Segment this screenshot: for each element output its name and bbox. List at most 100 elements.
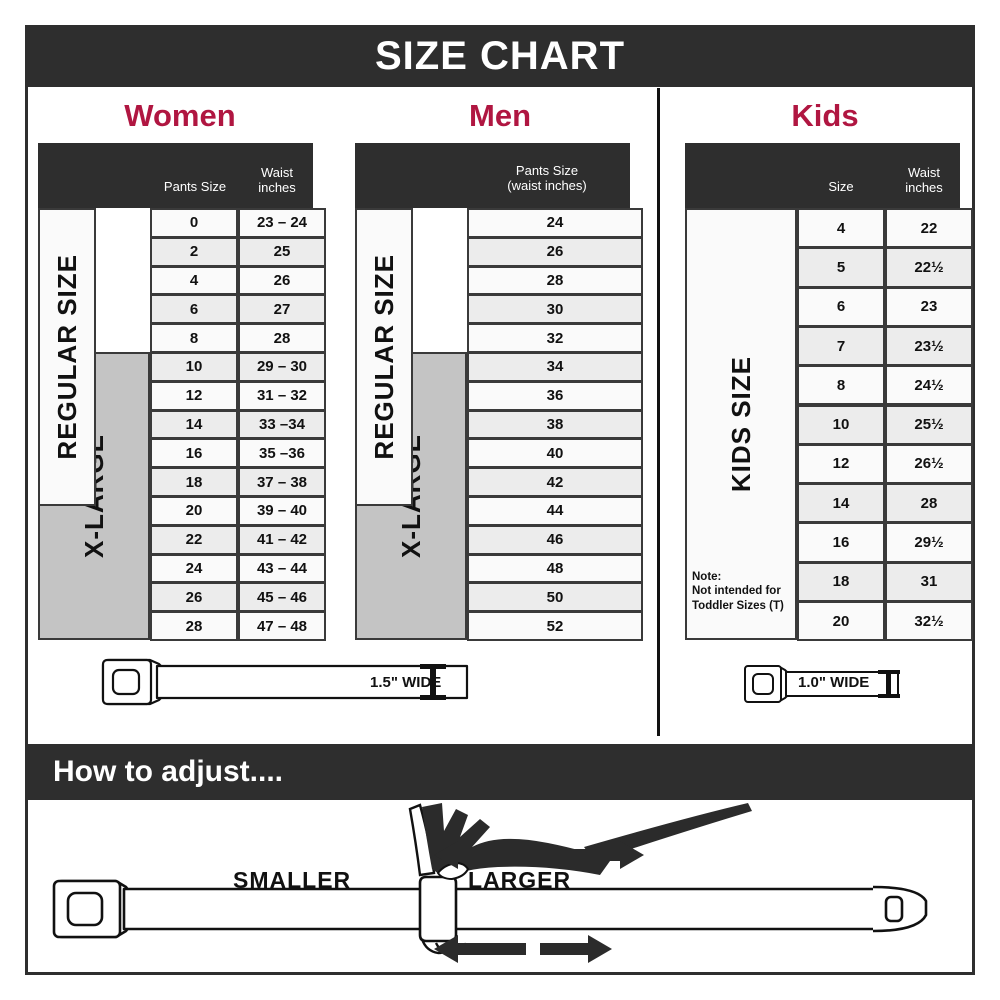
kids-cell-waist: 32½ (885, 601, 973, 642)
kids-col-header-size: Size (828, 179, 854, 194)
women-cell-size: 6 (150, 294, 238, 325)
men-cell-size: 24 (467, 208, 643, 238)
larger-label: LARGER (468, 867, 572, 893)
kids-size-text: KIDS SIZE (725, 356, 756, 493)
men-cell-size: 44 (467, 496, 643, 526)
kids-cell-size: 12 (797, 443, 885, 485)
kids-cell-size: 10 (797, 404, 885, 445)
men-regular-size-text: REGULAR SIZE (368, 254, 399, 460)
women-cell-waist: 27 (238, 294, 326, 325)
adjust-belt-svg (52, 803, 928, 963)
women-table-header (38, 143, 313, 208)
women-cell-size: 2 (150, 236, 238, 267)
kids-size-label: KIDS SIZE (685, 208, 797, 641)
men-cell-size: 40 (467, 438, 643, 469)
men-cell-size: 26 (467, 236, 643, 267)
section-heading-kids: Kids (791, 98, 859, 133)
kids-cell-waist: 28 (885, 483, 973, 524)
women-cell-waist: 33 –34 (238, 409, 326, 440)
women-cell-size: 24 (150, 553, 238, 584)
kids-cell-size: 6 (797, 286, 885, 327)
women-cell-size: 12 (150, 380, 238, 411)
men-cell-size: 28 (467, 265, 643, 296)
women-cell-waist: 37 – 38 (238, 467, 326, 497)
women-col-header-waist: Waist inches (258, 165, 296, 195)
men-cell-size: 38 (467, 409, 643, 440)
width-caliper-icon (878, 670, 900, 698)
kids-belt-diagram: 1.0" WIDE (738, 660, 928, 713)
women-cell-waist: 23 – 24 (238, 208, 326, 238)
adjust-illustration: SMALLER LARGER (28, 803, 972, 972)
women-cell-size: 26 (150, 582, 238, 613)
kids-cell-waist: 24½ (885, 365, 973, 406)
kids-cell-size: 16 (797, 522, 885, 563)
kids-cell-size: 20 (797, 601, 885, 642)
arrow-right-top-icon (572, 841, 644, 869)
women-cell-waist: 43 – 44 (238, 553, 326, 584)
women-cell-waist: 45 – 46 (238, 582, 326, 613)
women-cell-waist: 31 – 32 (238, 380, 326, 411)
kids-cell-size: 18 (797, 561, 885, 602)
kids-cell-waist: 23 (885, 286, 973, 327)
women-cell-size: 8 (150, 323, 238, 353)
arrow-right-bottom-icon (540, 935, 612, 963)
kids-cell-waist: 23½ (885, 325, 973, 367)
arrow-left-bottom-icon (434, 935, 526, 963)
kids-cell-size: 5 (797, 247, 885, 288)
women-regular-size-label: REGULAR SIZE (38, 208, 96, 507)
women-cell-size: 14 (150, 409, 238, 440)
women-cell-size: 20 (150, 496, 238, 526)
men-cell-size: 34 (467, 352, 643, 382)
women-cell-size: 28 (150, 611, 238, 641)
kids-cell-waist: 25½ (885, 404, 973, 445)
men-cell-size: 52 (467, 611, 643, 641)
smaller-label: SMALLER (233, 867, 352, 893)
kids-cell-size: 7 (797, 325, 885, 367)
kids-cell-size: 8 (797, 365, 885, 406)
men-col-header-pants-size: Pants Size (waist inches) (507, 163, 587, 193)
women-cell-size: 16 (150, 438, 238, 469)
section-heading-women: Women (124, 98, 236, 133)
kids-cell-waist: 22½ (885, 247, 973, 288)
women-cell-waist: 47 – 48 (238, 611, 326, 641)
adult-belt-diagram: 1.5" WIDE (95, 652, 515, 717)
kids-cell-waist: 31 (885, 561, 973, 602)
kids-cell-size: 4 (797, 208, 885, 249)
men-table-header (355, 143, 630, 208)
kids-note: Note: Not intended for Toddler Sizes (T) (692, 570, 784, 612)
men-cell-size: 36 (467, 380, 643, 411)
men-cell-size: 32 (467, 323, 643, 353)
kids-cell-waist: 29½ (885, 522, 973, 563)
women-cell-waist: 41 – 42 (238, 524, 326, 555)
women-cell-size: 0 (150, 208, 238, 238)
women-cell-waist: 35 –36 (238, 438, 326, 469)
title-bar: SIZE CHART (25, 25, 975, 87)
men-cell-size: 46 (467, 524, 643, 555)
width-caliper-icon (420, 664, 446, 700)
women-cell-size: 10 (150, 352, 238, 382)
women-cell-size: 18 (150, 467, 238, 497)
women-cell-size: 4 (150, 265, 238, 296)
kids-cell-waist: 26½ (885, 443, 973, 485)
women-cell-waist: 26 (238, 265, 326, 296)
men-regular-size-label: REGULAR SIZE (355, 208, 413, 507)
howto-bar: How to adjust.... (25, 744, 975, 800)
adult-belt-width-label: 1.5" WIDE (370, 674, 442, 691)
women-cell-waist: 28 (238, 323, 326, 353)
page-title: SIZE CHART (375, 33, 625, 78)
kids-cell-size: 14 (797, 483, 885, 524)
kids-cell-waist: 22 (885, 208, 973, 249)
arrow-left-top-icon (434, 841, 526, 869)
women-cell-size: 22 (150, 524, 238, 555)
kids-col-header-waist: Waist inches (905, 165, 943, 195)
men-cell-size: 42 (467, 467, 643, 497)
women-cell-waist: 25 (238, 236, 326, 267)
section-divider (657, 88, 660, 736)
adult-belt-svg (101, 658, 469, 706)
women-cell-waist: 39 – 40 (238, 496, 326, 526)
hand-icon (408, 803, 752, 957)
men-cell-size: 30 (467, 294, 643, 325)
kids-belt-width-label: 1.0" WIDE (798, 674, 870, 691)
howto-title: How to adjust.... (53, 755, 283, 788)
